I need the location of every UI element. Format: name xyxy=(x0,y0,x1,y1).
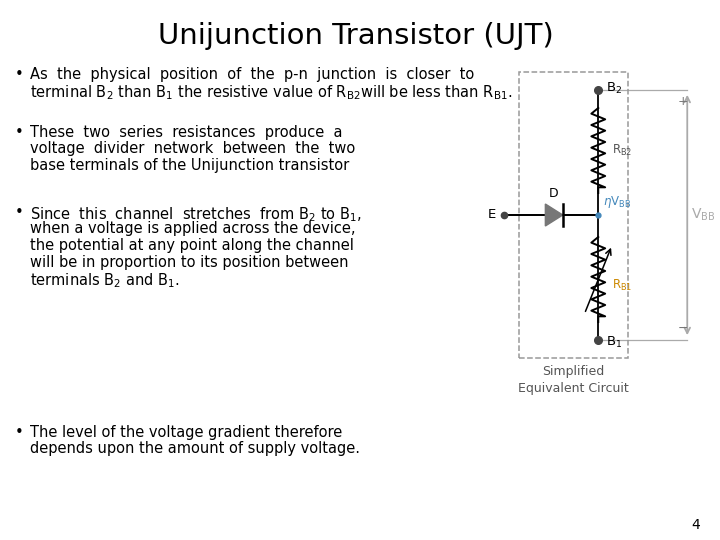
Text: voltage  divider  network  between  the  two: voltage divider network between the two xyxy=(30,141,355,157)
Text: As  the  physical  position  of  the  p-n  junction  is  closer  to: As the physical position of the p-n junc… xyxy=(30,67,474,82)
Text: The level of the voltage gradient therefore: The level of the voltage gradient theref… xyxy=(30,425,342,440)
Text: base terminals of the Unijunction transistor: base terminals of the Unijunction transi… xyxy=(30,158,349,173)
Text: •: • xyxy=(15,205,24,220)
Text: $\mathregular{R_{B2}}$: $\mathregular{R_{B2}}$ xyxy=(612,143,632,158)
Text: •: • xyxy=(15,67,24,82)
Text: $\mathregular{B_2}$: $\mathregular{B_2}$ xyxy=(606,80,622,96)
Polygon shape xyxy=(545,204,563,226)
Text: +: + xyxy=(678,95,688,108)
Text: the potential at any point along the channel: the potential at any point along the cha… xyxy=(30,238,354,253)
Text: 4: 4 xyxy=(691,518,700,532)
Text: •: • xyxy=(15,125,24,140)
Text: $\eta$$\mathregular{V_{BB}}$: $\eta$$\mathregular{V_{BB}}$ xyxy=(603,194,631,210)
Text: These  two  series  resistances  produce  a: These two series resistances produce a xyxy=(30,125,342,140)
Text: $\mathregular{B_1}$: $\mathregular{B_1}$ xyxy=(606,334,622,349)
Text: Unijunction Transistor (UJT): Unijunction Transistor (UJT) xyxy=(158,22,554,50)
Text: Since  this  channel  stretches  from $\mathregular{B_2}$ to $\mathregular{B_1}$: Since this channel stretches from $\math… xyxy=(30,205,361,224)
Text: depends upon the amount of supply voltage.: depends upon the amount of supply voltag… xyxy=(30,442,360,456)
Text: when a voltage is applied across the device,: when a voltage is applied across the dev… xyxy=(30,221,355,237)
Text: terminals $\mathregular{B_2}$ and $\mathregular{B_1}$.: terminals $\mathregular{B_2}$ and $\math… xyxy=(30,271,179,289)
Text: will be in proportion to its position between: will be in proportion to its position be… xyxy=(30,254,348,269)
Text: $\mathregular{V_{BB}}$: $\mathregular{V_{BB}}$ xyxy=(691,207,716,223)
Text: $\mathregular{R_{B1}}$: $\mathregular{R_{B1}}$ xyxy=(612,278,632,293)
Text: •: • xyxy=(15,425,24,440)
Text: E: E xyxy=(488,208,496,221)
Text: Simplified
Equivalent Circuit: Simplified Equivalent Circuit xyxy=(518,365,629,395)
Text: −: − xyxy=(678,322,688,335)
Text: terminal $\mathregular{B_2}$ than $\mathregular{B_1}$ the resistive value of $\m: terminal $\mathregular{B_2}$ than $\math… xyxy=(30,84,512,102)
Text: D: D xyxy=(549,187,558,200)
